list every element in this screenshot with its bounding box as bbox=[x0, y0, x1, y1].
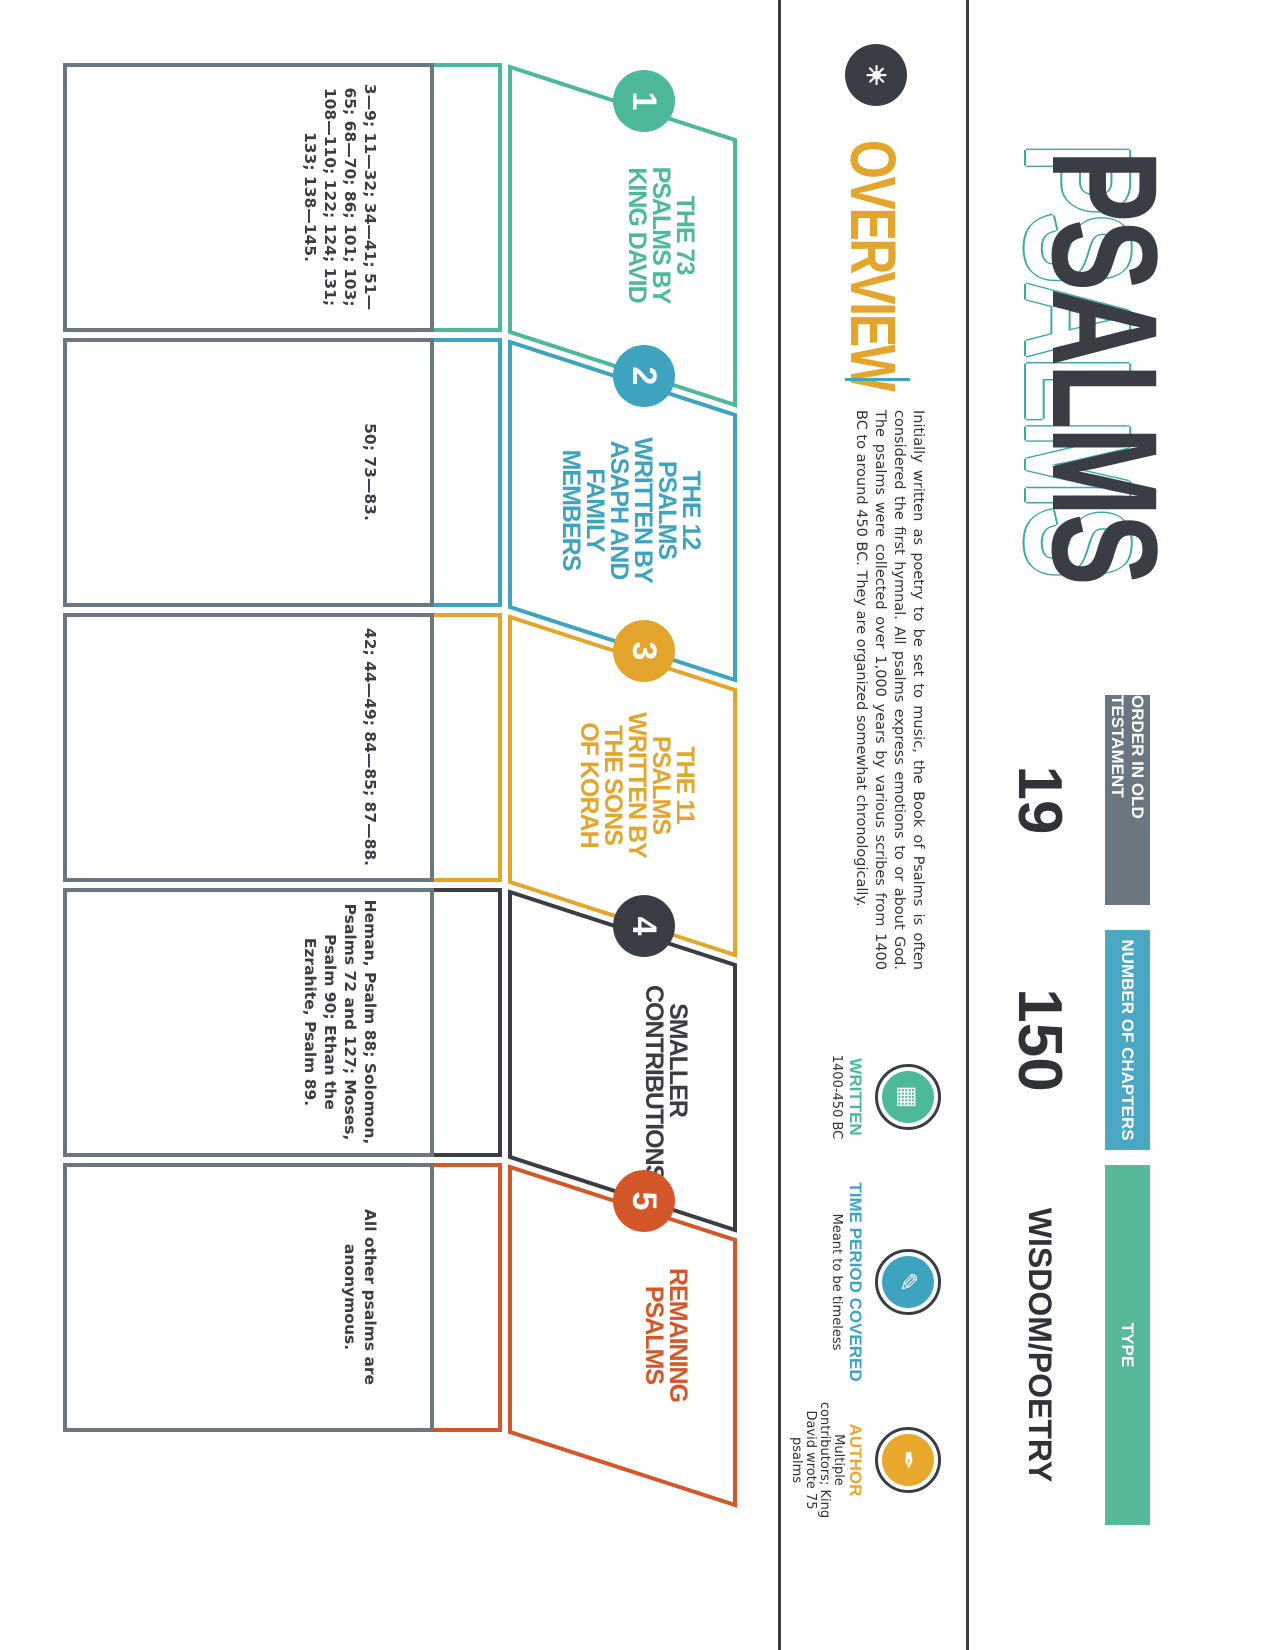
group-content-box bbox=[63, 888, 434, 1157]
group-content-box bbox=[63, 338, 434, 607]
group-title: SMALLER CONTRIBUTIONS bbox=[640, 985, 692, 1181]
group-psalms-list: Heman, Psalm 88; Solomon, Psalms 72 and … bbox=[301, 899, 379, 1145]
group-psalms-list: 42; 44—49; 84—85; 87—88. bbox=[361, 627, 379, 867]
group-label-box bbox=[430, 63, 502, 332]
group-number-badge: 1 bbox=[613, 70, 675, 132]
group-label-box bbox=[430, 888, 502, 1157]
group-label-box bbox=[430, 338, 502, 607]
group-number-badge: 5 bbox=[613, 1170, 675, 1232]
group-label-box bbox=[430, 1163, 502, 1432]
group-label-box bbox=[430, 613, 502, 882]
group-title: THE 12 PSALMS WRITTEN BY ASAPH AND FAMIL… bbox=[557, 437, 705, 583]
group-content-box bbox=[63, 613, 434, 882]
group-title: REMAINING PSALMS bbox=[640, 1267, 692, 1403]
group-number-badge: 2 bbox=[613, 345, 675, 407]
group-psalms-list: All other psalms are anonymous. bbox=[341, 1208, 379, 1386]
group-title: THE 73 PSALMS BY KING DAVID bbox=[623, 166, 699, 304]
group-number-badge: 3 bbox=[613, 620, 675, 682]
group-content-box bbox=[63, 1163, 434, 1432]
group-title: THE 11 PSALMS WRITTEN BY THE SONS OF KOR… bbox=[575, 712, 699, 858]
group-psalms-list: 50; 73—83. bbox=[361, 423, 379, 521]
group-psalms-list: 3—9; 11—32; 34—41; 51—65; 68—70; 86; 101… bbox=[301, 83, 379, 311]
group-content-box bbox=[63, 63, 434, 332]
group-number-badge: 4 bbox=[613, 895, 675, 957]
